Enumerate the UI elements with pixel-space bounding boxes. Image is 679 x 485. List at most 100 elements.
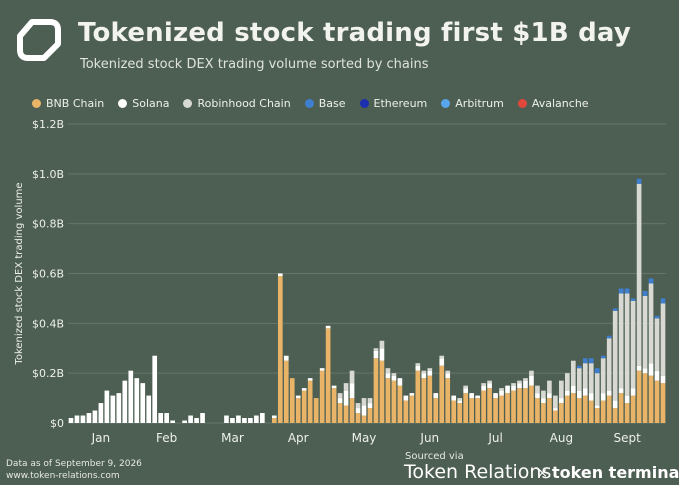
bar-segment [445,373,451,379]
bar-segment [343,390,349,406]
token-relations-brand: Token Relations [404,461,552,483]
bar-segment [576,390,582,399]
bar-segment [230,418,235,423]
data-as-of-note: Data as of September 9, 2026 [6,459,142,469]
bar-segment [391,373,397,376]
bar-segment [439,355,445,359]
website-link[interactable]: www.token-relations.com [6,471,120,481]
legend-swatch [441,99,451,108]
x-tick-label: Jul [487,431,502,445]
bar-segment [511,385,516,391]
legend-swatch [517,99,527,108]
bar-segment [457,400,463,404]
bar-segment [325,328,331,423]
bar-segment [236,415,241,423]
bar-segment [439,365,445,423]
bar-segment [367,408,373,423]
bar-segment [505,393,510,423]
bar-segment [158,413,164,423]
bar-segment [248,418,253,423]
bar-segment [361,415,367,423]
bar-segment [277,275,283,423]
bar-segment [624,403,630,423]
bar-segment [511,383,516,386]
legend-swatch [118,99,128,108]
bar-segment [313,398,319,423]
bar-segment [98,403,104,423]
bar-segment [391,380,397,423]
x-tick-label: Mar [221,431,244,445]
bar-segment [481,383,486,386]
y-tick-label: $1.0B [32,168,64,181]
bar-segment [451,400,457,423]
bar-segment [660,298,666,304]
bar-segment [582,358,588,364]
brand-separator: × [537,466,548,481]
bar-segment [92,410,98,423]
bar-segment [421,378,427,423]
bar-segment [624,288,630,294]
bar-segment [361,405,367,416]
bar-segment [559,398,564,404]
bar-segment [618,393,624,423]
legend-item: Avalanche [517,97,589,110]
bar-segment [325,325,331,329]
bar-segment [373,348,379,351]
bar-segment [594,368,600,374]
bar-segment [367,403,373,409]
token-relations-logo-icon [17,19,61,61]
bar-segment [421,370,427,374]
chart-title: Tokenized stock trading first $1B day [78,18,631,48]
bar-segment [535,398,540,423]
bar-segment [517,383,522,389]
y-tick-label: $0.4B [32,317,64,330]
legend-swatch [359,99,369,108]
bar-segment [654,370,660,381]
bar-segment [355,403,361,409]
bar-segment [188,415,193,423]
bar-segment [481,390,486,423]
bar-segment [654,318,660,371]
bar-segment [271,418,277,423]
bar-segment [128,370,134,423]
bar-segment [588,400,594,423]
bar-segment [630,298,636,301]
bar-segment [146,395,152,423]
y-tick-label: $1.2B [32,118,64,131]
bar-segment [331,388,337,423]
bar-segment [648,363,654,376]
bar-segment [636,365,642,371]
bar-segment [463,388,468,394]
bar-segment [582,388,588,396]
bar-segment [630,300,636,389]
bar-segment [648,283,654,364]
bar-segment [606,338,612,391]
bar-segment [553,395,558,409]
bar-segment [648,375,654,423]
bar-segment [367,398,373,404]
bar-segment [415,365,421,371]
bar-segment [439,358,445,366]
bar-segment [576,365,582,369]
bar-segment [283,355,289,361]
bar-segment [487,383,492,389]
bar-segment [570,360,576,386]
bar-segment [200,413,205,423]
bar-segment [379,360,385,423]
legend-item: Robinhood Chain [183,97,291,110]
y-tick-label: $0 [50,417,64,430]
bar-segment [642,368,648,374]
bar-segment [433,393,439,399]
bar-segment [122,380,128,423]
bar-segment [499,388,504,391]
y-tick-label: $0.6B [32,268,64,281]
bar-segment [361,398,367,406]
bar-segment [116,393,122,423]
bar-segment [254,415,259,423]
bar-segment [397,378,403,386]
bar-segment [409,393,415,396]
bar-segment [379,348,385,361]
legend-label: Ethereum [373,97,428,110]
bar-segment [654,380,660,423]
bar-segment [194,418,199,423]
